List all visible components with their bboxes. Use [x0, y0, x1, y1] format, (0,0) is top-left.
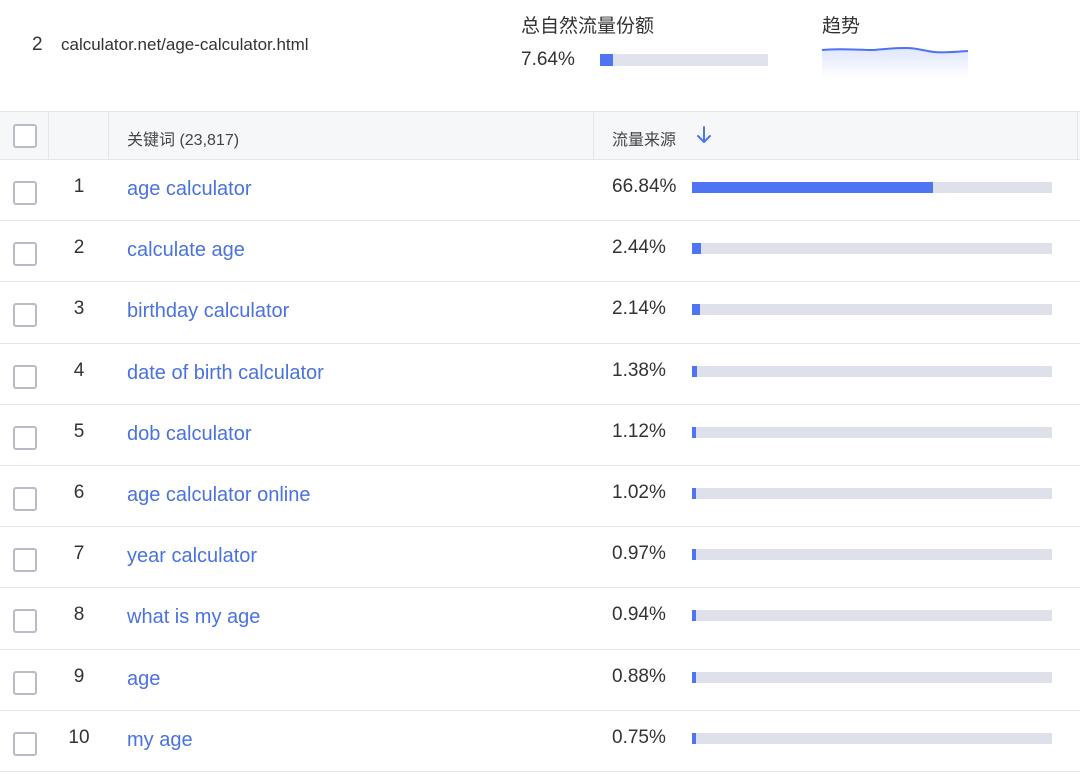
row-checkbox[interactable] [13, 609, 37, 634]
traffic-percent: 2.14% [612, 298, 666, 320]
organic-share-bar-fill [600, 54, 613, 66]
row-checkbox[interactable] [13, 670, 37, 695]
traffic-percent: 0.94% [612, 604, 666, 626]
traffic-percent: 66.84% [612, 176, 677, 197]
row-rank: 5 [73, 420, 85, 442]
keyword-link[interactable]: birthday calculator [127, 300, 290, 323]
row-rank: 1 [73, 176, 85, 197]
table-row: 9 age 0.88% [0, 650, 1080, 711]
row-rank: 4 [73, 359, 85, 381]
traffic-bar [692, 365, 1052, 377]
table-row: 4 date of birth calculator 1.38% [0, 344, 1080, 405]
traffic-bar-fill [692, 610, 696, 622]
organic-share-label: 总自然流量份额 [521, 16, 655, 37]
row-checkbox[interactable] [13, 425, 37, 450]
trend-label: 趋势 [822, 16, 861, 37]
sparkline-area [822, 48, 968, 78]
row-rank: 3 [73, 298, 85, 320]
organic-share-bar [600, 54, 768, 66]
row-rank: 6 [73, 481, 85, 503]
traffic-bar [692, 487, 1052, 499]
row-checkbox[interactable] [13, 548, 37, 573]
page-summary: 2 calculator.net/age-calculator.html 总自然… [0, 0, 1080, 110]
sparkline-line [821, 46, 969, 54]
row-checkbox[interactable] [13, 364, 37, 389]
keyword-link[interactable]: my age [127, 728, 193, 751]
page-rank: 2 [32, 34, 43, 55]
traffic-bar-fill [692, 671, 696, 683]
column-divider [593, 112, 594, 159]
keyword-link[interactable]: age [127, 667, 161, 690]
keyword-column-header[interactable]: 关键词 (23,817) [127, 132, 240, 149]
traffic-bar-fill [692, 487, 696, 499]
traffic-percent: 1.38% [612, 359, 666, 381]
table-row: 6 age calculator online 1.02% [0, 466, 1080, 528]
traffic-bar [692, 304, 1052, 316]
table-row: 3 birthday calculator 2.14% [0, 282, 1080, 344]
arrow-down-icon[interactable] [695, 124, 713, 146]
keyword-link[interactable]: calculate age [127, 239, 245, 262]
keyword-link[interactable]: dob calculator [127, 422, 252, 445]
select-all-checkbox[interactable] [13, 124, 37, 148]
row-checkbox[interactable] [13, 486, 37, 511]
traffic-bar [692, 610, 1052, 622]
organic-share-value: 7.64% [521, 49, 575, 70]
traffic-bar [692, 182, 1052, 193]
table-row: 8 what is my age 0.94% [0, 588, 1080, 650]
table-row: 5 dob calculator 1.12% [0, 405, 1080, 466]
traffic-bar-fill [692, 304, 700, 316]
row-rank: 8 [73, 604, 85, 626]
row-checkbox[interactable] [13, 181, 37, 205]
table-row: 10 my age 0.75% [0, 711, 1080, 772]
column-divider-end [1077, 112, 1078, 159]
row-rank: 2 [73, 237, 85, 259]
page-url: calculator.net/age-calculator.html [61, 35, 309, 54]
keyword-link[interactable]: age calculator online [127, 483, 311, 506]
row-checkbox[interactable] [13, 242, 37, 267]
table-row: 1 age calculator 66.84% [0, 160, 1080, 222]
table-header: 关键词 (23,817) 流量来源 [0, 111, 1080, 160]
row-checkbox[interactable] [13, 731, 37, 756]
traffic-bar [692, 426, 1052, 438]
traffic-column-header[interactable]: 流量来源 [612, 132, 677, 149]
traffic-bar [692, 243, 1052, 255]
table-row: 7 year calculator 0.97% [0, 527, 1080, 589]
row-rank: 10 [68, 726, 90, 748]
traffic-bar-fill [692, 182, 933, 193]
traffic-bar-fill [692, 365, 697, 377]
keyword-table: 关键词 (23,817) 流量来源 1 age calculator 66.84… [0, 111, 1080, 772]
traffic-bar [692, 549, 1052, 561]
traffic-percent: 0.75% [612, 726, 666, 748]
table-body: 1 age calculator 66.84% 2 calculate age … [0, 160, 1080, 772]
header-rank-cell [49, 112, 109, 159]
traffic-bar-fill [692, 732, 696, 744]
traffic-bar-fill [692, 426, 697, 438]
trend-sparkline [821, 46, 969, 78]
traffic-percent: 0.88% [612, 665, 666, 687]
traffic-bar [692, 671, 1052, 683]
row-rank: 9 [73, 665, 85, 687]
traffic-percent: 2.44% [612, 237, 666, 259]
traffic-percent: 1.02% [612, 481, 666, 503]
keyword-link[interactable]: year calculator [127, 545, 258, 568]
traffic-percent: 0.97% [612, 543, 666, 565]
traffic-bar-fill [692, 243, 701, 255]
keyword-link[interactable]: age calculator [127, 178, 252, 200]
keyword-link[interactable]: what is my age [127, 606, 261, 629]
row-rank: 7 [73, 543, 85, 565]
row-checkbox[interactable] [13, 303, 37, 328]
traffic-percent: 1.12% [612, 420, 666, 442]
table-row: 2 calculate age 2.44% [0, 221, 1080, 283]
traffic-bar-fill [692, 549, 696, 561]
header-check-cell [0, 112, 49, 159]
traffic-bar [692, 732, 1052, 744]
keyword-link[interactable]: date of birth calculator [127, 361, 324, 384]
